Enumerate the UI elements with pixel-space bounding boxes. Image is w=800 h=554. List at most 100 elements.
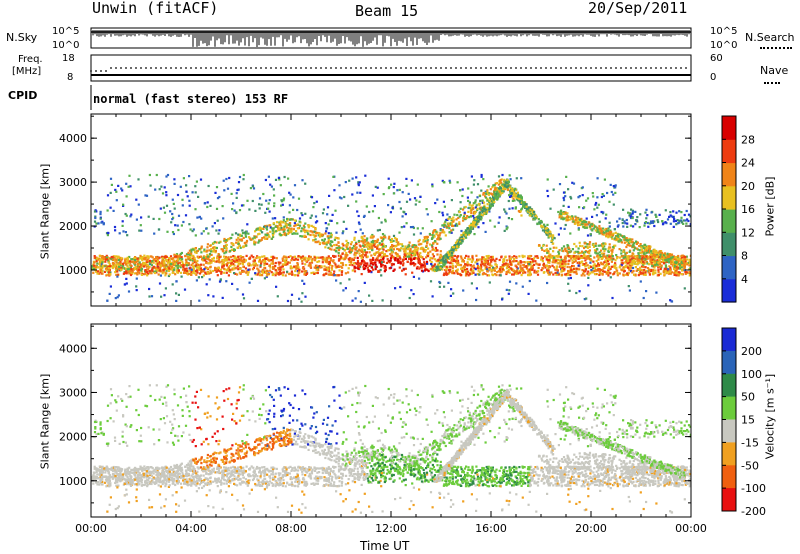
scatter-cell [509, 261, 512, 264]
scatter-cell [329, 235, 332, 238]
scatter-cell [318, 260, 321, 263]
scatter-cell [627, 255, 630, 258]
scatter-cell [247, 268, 250, 271]
scatter-cell [528, 274, 531, 277]
scatter-cell [636, 268, 639, 271]
scatter-cell [376, 244, 379, 247]
scatter-cell [135, 267, 138, 270]
scatter-cell [248, 268, 251, 271]
scatter-cell [278, 266, 281, 269]
scatter-cell [101, 256, 104, 259]
scatter-cell [586, 234, 590, 237]
scatter-cell [659, 267, 662, 271]
scatter-cell [348, 260, 351, 263]
scatter-cell [611, 258, 614, 261]
scatter-cell [398, 256, 401, 259]
scatter-cell [200, 217, 203, 220]
scatter-cell [470, 204, 473, 207]
scatter-cell [310, 271, 313, 275]
scatter-cell [416, 253, 419, 256]
scatter-cell [550, 271, 553, 274]
scatter-cell [469, 258, 472, 261]
scatter-cell [141, 259, 144, 262]
scatter-cell [227, 256, 230, 259]
scatter-cell [664, 209, 667, 212]
scatter-cell [212, 259, 215, 262]
scatter-cell [394, 245, 397, 248]
scatter-cell [432, 264, 436, 267]
scatter-cell [338, 269, 341, 272]
scatter-cell [470, 211, 473, 215]
scatter-cell [553, 255, 556, 258]
scatter-cell [215, 229, 218, 232]
scatter-cell [363, 281, 366, 284]
scatter-cell [359, 191, 362, 194]
scatter-cell [369, 258, 372, 261]
scatter-cell [415, 246, 418, 249]
scatter-cell [513, 255, 516, 258]
scatter-cell [351, 264, 354, 267]
scatter-cell [91, 267, 94, 270]
scatter-cell [203, 268, 206, 271]
scatter-cell [585, 262, 588, 265]
scatter-cell [135, 198, 138, 201]
scatter-cell [552, 246, 555, 249]
scatter-cell [371, 194, 374, 197]
scatter-cell [688, 271, 691, 274]
cpid-label: CPID [8, 89, 38, 102]
scatter-cell [608, 258, 611, 261]
scatter-cell [570, 197, 573, 200]
scatter-cell [209, 244, 212, 247]
scatter-cell [237, 259, 240, 262]
scatter-cell [374, 258, 377, 261]
scatter-cell [464, 269, 467, 272]
scatter-cell [259, 260, 262, 263]
scatter-cell [356, 263, 359, 266]
scatter-cell [266, 273, 269, 276]
scatter-cell [450, 288, 453, 291]
scatter-cell [580, 274, 583, 277]
scatter-cell [116, 273, 119, 276]
scatter-cell [129, 264, 132, 267]
scatter-cell [487, 254, 490, 258]
scatter-cell [385, 261, 389, 264]
scatter-cell [431, 248, 434, 251]
scatter-cell [273, 202, 276, 205]
scatter-cell [480, 260, 483, 263]
scatter-cell [540, 255, 543, 259]
scatter-cell [362, 242, 365, 245]
scatter-cell [330, 273, 333, 276]
scatter-cell [297, 266, 300, 269]
scatter-cell [298, 297, 301, 300]
scatter-cell [137, 266, 140, 269]
scatter-cell [227, 274, 230, 277]
scatter-cell [458, 211, 461, 214]
scatter-cell [287, 223, 291, 226]
scatter-cell [279, 272, 282, 275]
scatter-cell [399, 207, 402, 210]
scatter-cell [610, 190, 613, 194]
scatter-cell [475, 254, 478, 257]
scatter-cell [420, 264, 423, 267]
scatter-cell [301, 179, 304, 182]
scatter-cell [312, 206, 315, 209]
scatter-cell [601, 272, 604, 275]
scatter-cell [515, 259, 518, 263]
nave-dot [320, 67, 322, 69]
scatter-cell [536, 256, 540, 259]
scatter-cell [444, 234, 447, 237]
scatter-cell [309, 233, 312, 237]
scatter-cell [368, 251, 371, 254]
scatter-cell [225, 280, 228, 283]
scatter-cell [376, 245, 379, 248]
scatter-cell [571, 259, 574, 262]
scatter-cell [289, 222, 292, 225]
nave-dot [290, 67, 292, 69]
scatter-cell [143, 273, 146, 276]
scatter-cell [278, 221, 281, 224]
scatter-cell [148, 261, 152, 265]
scatter-cell [499, 269, 502, 272]
scatter-cell [266, 262, 269, 265]
scatter-cell [125, 182, 128, 185]
scatter-cell [238, 238, 241, 241]
